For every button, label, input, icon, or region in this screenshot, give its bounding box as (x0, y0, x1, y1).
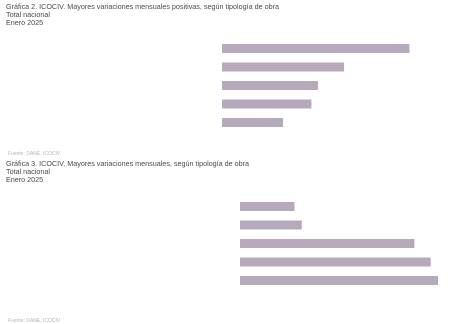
bar (222, 118, 284, 127)
bar (222, 99, 312, 109)
bar (222, 81, 318, 90)
chart-2-source: Fuente: DANE, ICOCIV (8, 151, 61, 157)
chart-3-block: Gráfica 3. ICOCIV. Mayores variaciones m… (0, 160, 470, 324)
chart-2-subtitle-scope: Total nacional (6, 10, 50, 19)
chart-3-source: Fuente: DANE, ICOCIV (8, 318, 61, 324)
chart-2-title: Gráfica 2. ICOCIV. Mayores variaciones m… (6, 2, 279, 11)
chart-3-subtitle-scope: Total nacional (6, 167, 50, 176)
chart-3-plot (240, 202, 439, 285)
chart-2-plot (222, 44, 410, 127)
bar (240, 239, 415, 248)
chart-2-block: Gráfica 2. ICOCIV. Mayores variaciones m… (0, 0, 470, 160)
bar (222, 44, 410, 53)
chart-3-title: Gráfica 3. ICOCIV. Mayores variaciones m… (6, 159, 250, 168)
chart-2-subtitle-period: Enero 2025 (6, 18, 44, 27)
bar (240, 276, 439, 285)
bar (222, 62, 345, 72)
bar (240, 202, 295, 211)
bar (240, 220, 302, 230)
bar (240, 257, 431, 267)
chart-3-subtitle-period: Enero 2025 (6, 175, 44, 184)
